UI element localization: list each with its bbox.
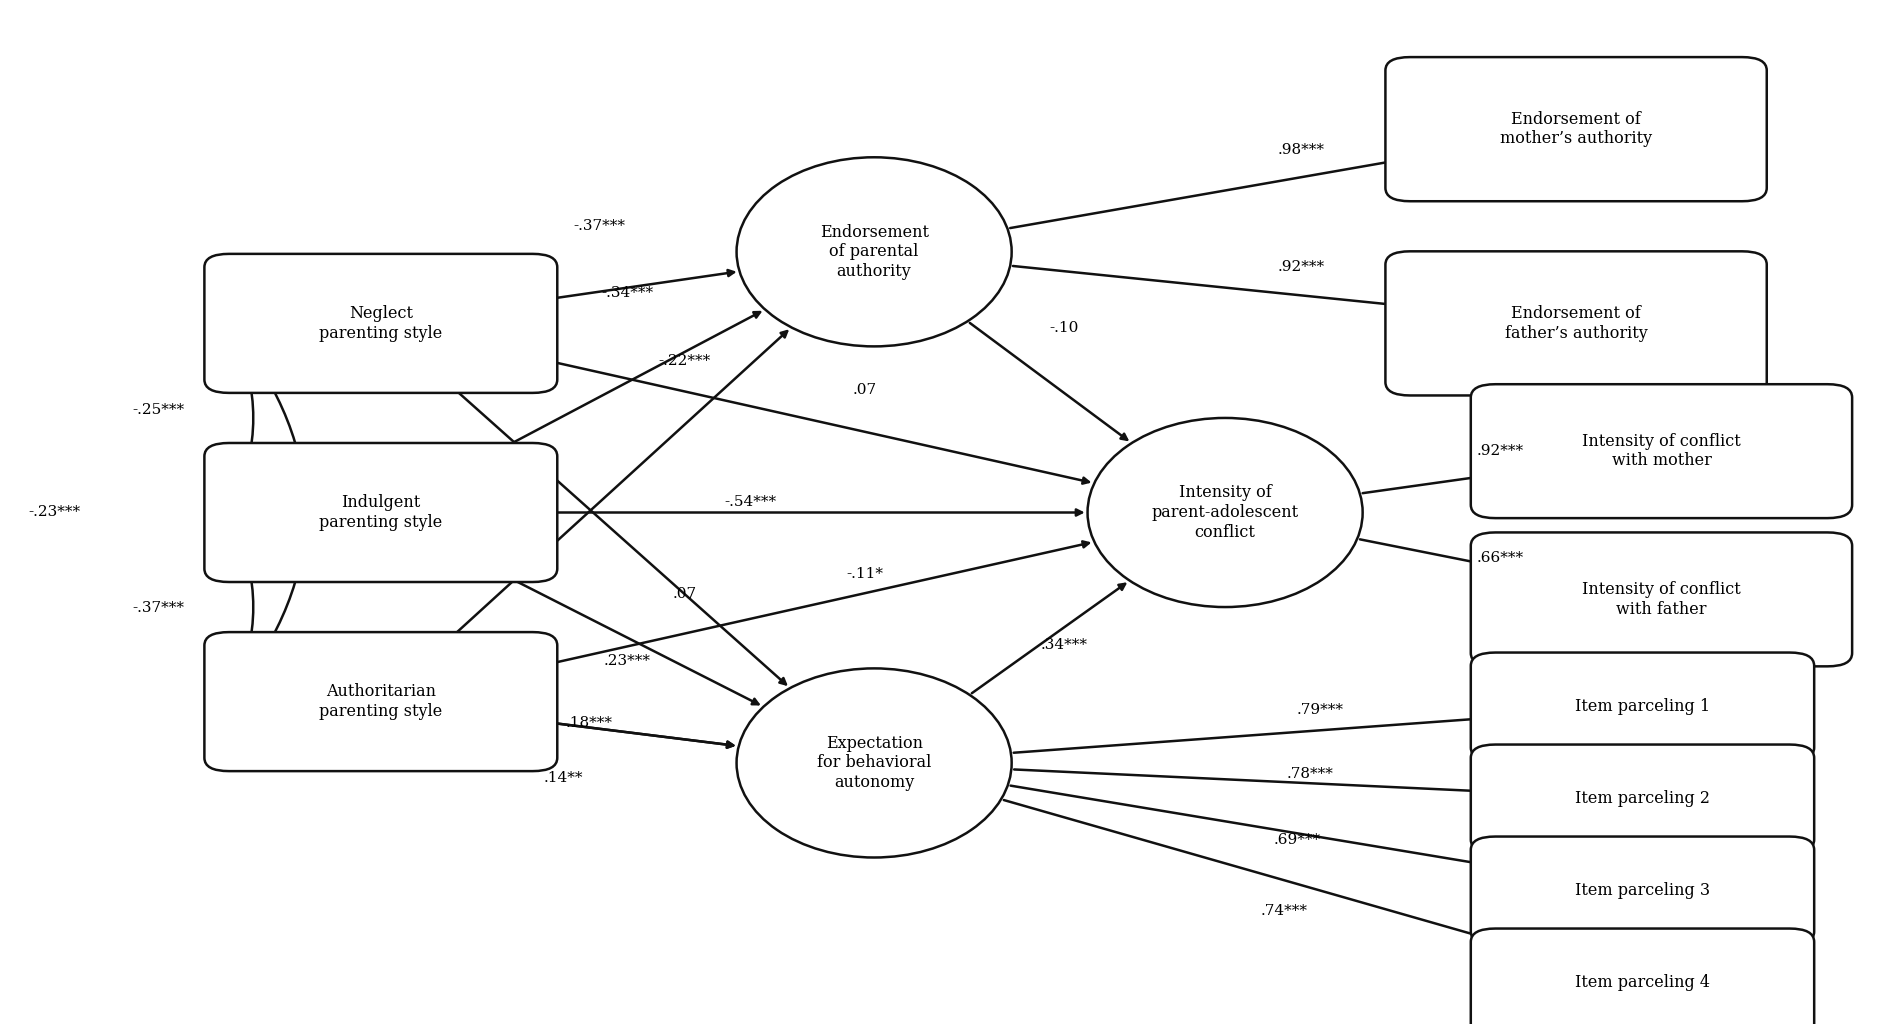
Text: -.25***: -.25*** [133,403,184,417]
Text: -.54***: -.54*** [724,495,777,509]
Text: .07: .07 [673,587,697,602]
Text: Intensity of conflict
with father: Intensity of conflict with father [1583,581,1740,618]
FancyBboxPatch shape [205,254,557,393]
Text: Endorsement of
father’s authority: Endorsement of father’s authority [1505,305,1647,341]
FancyBboxPatch shape [1471,384,1852,518]
FancyBboxPatch shape [205,632,557,771]
Ellipse shape [1087,418,1362,607]
Text: Item parceling 2: Item parceling 2 [1575,790,1710,808]
Text: Indulgent
parenting style: Indulgent parenting style [319,494,443,531]
FancyBboxPatch shape [1385,251,1767,396]
Text: -.34***: -.34*** [602,286,654,299]
Text: -.37***: -.37*** [133,601,184,615]
FancyBboxPatch shape [1471,532,1852,666]
Text: .92***: .92*** [1277,260,1324,274]
Text: Authoritarian
parenting style: Authoritarian parenting style [319,684,443,720]
FancyBboxPatch shape [1385,57,1767,201]
FancyBboxPatch shape [1471,929,1814,1025]
Text: .98***: .98*** [1277,142,1324,157]
Text: -.10: -.10 [1049,322,1079,335]
Text: Intensity of conflict
with mother: Intensity of conflict with mother [1583,433,1740,469]
Text: .18***: .18*** [566,716,614,730]
FancyBboxPatch shape [1471,653,1814,761]
Text: Item parceling 4: Item parceling 4 [1575,974,1710,991]
Text: .66***: .66*** [1476,551,1524,566]
Text: Intensity of
parent-adolescent
conflict: Intensity of parent-adolescent conflict [1151,485,1300,540]
Text: Neglect
parenting style: Neglect parenting style [319,305,443,341]
Text: Expectation
for behavioral
autonomy: Expectation for behavioral autonomy [817,735,931,791]
Ellipse shape [737,157,1011,346]
Text: .07: .07 [853,382,876,397]
Text: -.22***: -.22*** [657,355,711,368]
Text: -.11*: -.11* [846,567,884,581]
Text: Item parceling 1: Item parceling 1 [1575,698,1710,715]
Ellipse shape [737,668,1011,858]
Text: Item parceling 3: Item parceling 3 [1575,883,1710,899]
Text: -.37***: -.37*** [574,219,625,234]
Text: Endorsement of
mother’s authority: Endorsement of mother’s authority [1499,111,1653,148]
Text: .79***: .79*** [1296,703,1343,716]
Text: .23***: .23*** [604,654,652,667]
FancyBboxPatch shape [1471,744,1814,853]
Text: .92***: .92*** [1476,444,1524,458]
Text: .74***: .74*** [1260,904,1307,918]
Text: .69***: .69*** [1273,832,1320,847]
Text: .78***: .78*** [1286,767,1334,781]
Text: Endorsement
of parental
authority: Endorsement of parental authority [819,223,929,280]
FancyBboxPatch shape [205,443,557,582]
Text: .34***: .34*** [1041,639,1087,652]
FancyBboxPatch shape [1471,836,1814,945]
Text: .14**: .14** [543,771,583,785]
Text: -.23***: -.23*** [28,505,80,520]
